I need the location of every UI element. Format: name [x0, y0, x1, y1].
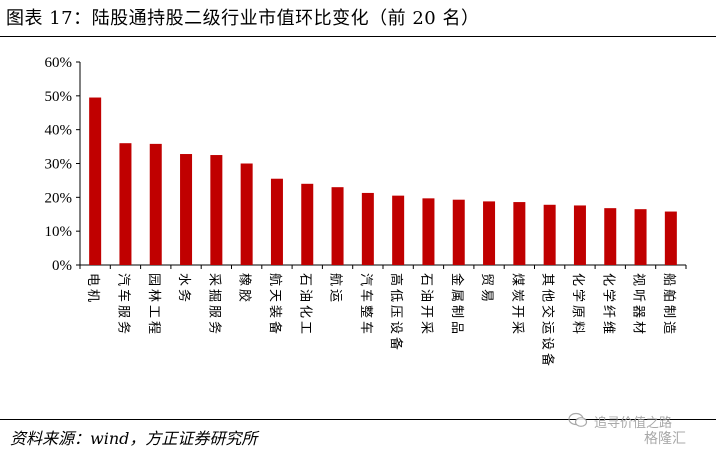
bar — [483, 201, 496, 265]
bar — [513, 202, 526, 265]
x-tick-label: 石油化工 — [297, 273, 312, 337]
x-tick-label: 石油开采 — [418, 273, 433, 337]
x-tick-label: 园林工程 — [146, 273, 161, 337]
bar — [422, 198, 435, 265]
x-tick-label: 其他交运设备 — [540, 273, 556, 369]
x-tick-label: 贸易 — [479, 273, 494, 305]
bar — [331, 187, 344, 265]
bar — [119, 143, 132, 265]
bar — [634, 209, 647, 265]
x-tick-label: 汽车服务 — [115, 273, 131, 337]
wechat-icon — [568, 412, 588, 427]
bar — [149, 143, 162, 265]
bar — [392, 195, 405, 265]
x-tick-label: 汽车整车 — [358, 273, 374, 337]
watermark-brand: 格隆汇 — [644, 431, 686, 447]
x-tick-label: 橡胶 — [237, 273, 253, 305]
bar — [180, 154, 193, 265]
bar — [270, 178, 283, 265]
bar — [543, 204, 556, 265]
y-tick-label: 20% — [45, 190, 73, 206]
x-tick-label: 水务 — [176, 273, 192, 305]
x-tick-label: 航运 — [328, 273, 344, 305]
bar-chart: 0% 10% 20% 30% 40% 50% 60% 电机 汽车服务 园林工程 水务 采掘服务 橡胶 航天… — [45, 55, 687, 369]
x-tick-label: 化学纤维 — [600, 273, 616, 337]
y-tick-label: 0% — [52, 258, 72, 274]
bar — [604, 208, 617, 265]
y-tick-label: 40% — [45, 123, 73, 139]
bottom-rule — [0, 419, 716, 420]
chart-title: 图表 17：陆股通持股二级行业市值环比变化（前 20 名） — [6, 8, 480, 29]
bar — [210, 155, 223, 265]
bar — [301, 183, 314, 265]
watermark-text: 追寻价值之路 — [594, 416, 673, 431]
bar — [573, 205, 586, 265]
y-tick-label: 50% — [45, 89, 73, 105]
x-tick-label: 煤炭开采 — [509, 273, 524, 337]
x-tick-label: 高低压设备 — [388, 273, 404, 353]
y-tick-label: 10% — [45, 224, 73, 240]
bar — [452, 199, 465, 265]
bar — [664, 211, 677, 265]
x-tick-label: 化学原料 — [570, 273, 586, 337]
x-tick-label: 视听器材 — [631, 273, 646, 337]
y-tick-label: 60% — [45, 55, 73, 71]
x-tick-label: 采掘服务 — [206, 273, 222, 337]
bar — [89, 97, 102, 266]
bar — [361, 192, 374, 265]
watermark: 追寻价值之路 格隆汇 — [568, 410, 710, 447]
bar — [240, 163, 253, 265]
top-rule — [0, 36, 716, 37]
x-tick-label: 金属制品 — [449, 273, 465, 337]
x-tick-label: 船舶制造 — [661, 273, 677, 337]
x-tick-label: 航天装备 — [267, 273, 283, 337]
y-tick-label: 30% — [45, 157, 73, 173]
x-tick-label: 电机 — [85, 273, 100, 305]
source-note: 资料来源：wind，方正证券研究所 — [10, 429, 258, 448]
